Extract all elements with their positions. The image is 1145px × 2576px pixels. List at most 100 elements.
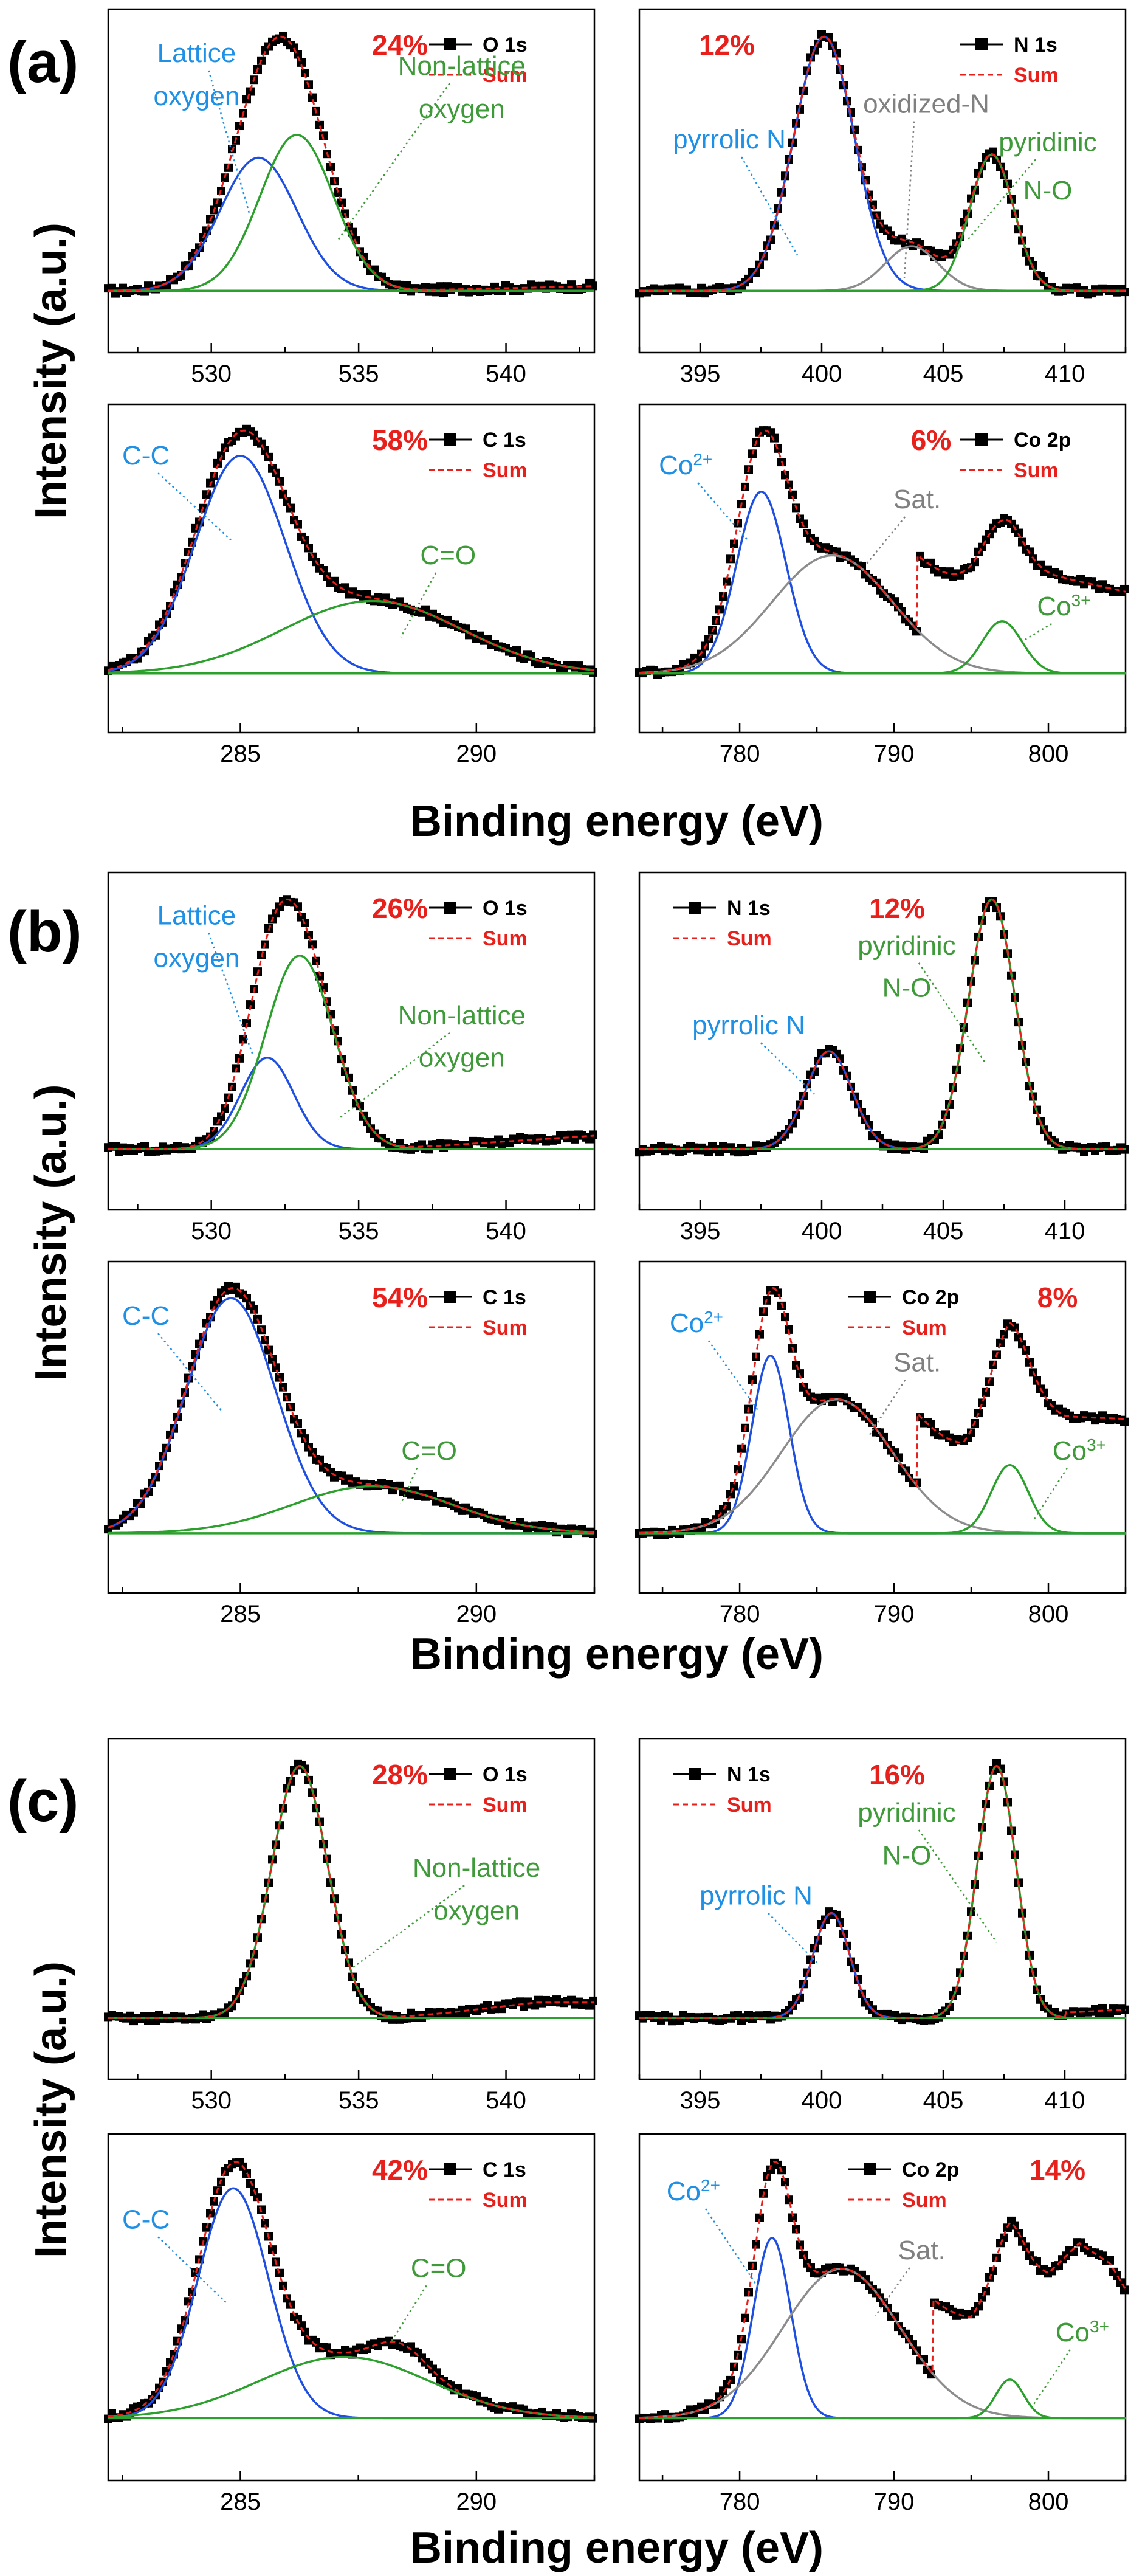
annotation-label: oxygen [433, 1896, 520, 1926]
percent-label: 26% [372, 893, 428, 924]
annotation-label: C=O [401, 1436, 457, 1466]
x-axis-title: Binding energy (eV) [410, 2524, 824, 2572]
annotation-label: pyridinic [999, 127, 1096, 157]
x-tick-label: 540 [486, 2087, 526, 2114]
annotation-label: Co3+ [1056, 2316, 1109, 2347]
x-tick-label: 790 [874, 1601, 915, 1628]
data-point [1120, 288, 1129, 297]
plot-frame [107, 2133, 596, 2482]
x-axis-title: Binding energy (eV) [410, 1630, 824, 1679]
annotation-label: Sat. [893, 1348, 941, 1378]
annotation-label: oxygen [419, 94, 505, 124]
sum-curve [108, 1287, 595, 1533]
annotation-label: N-O [882, 1840, 932, 1870]
annotation-superscript: 2+ [704, 1308, 723, 1327]
x-tick-label: 400 [802, 1218, 842, 1245]
annotation-leader [400, 1468, 418, 1505]
annotation-label: pyrrolic N [692, 1010, 805, 1040]
legend-data-marker [444, 1768, 456, 1780]
panel-letter-a: (a) [7, 30, 78, 95]
data-point [294, 2315, 302, 2324]
annotation-label: pyridinic [858, 931, 955, 961]
data-point [723, 577, 731, 586]
legend-data-marker [689, 902, 701, 914]
y-axis-title: Intensity (a.u.) [27, 1084, 75, 1381]
data-point [978, 542, 986, 551]
data-point [1033, 2257, 1041, 2266]
annotation-leader [157, 2236, 227, 2304]
x-tick-label: 530 [191, 2087, 232, 2114]
data-point [770, 433, 779, 443]
legend-data-label: Co 2p [902, 2158, 959, 2181]
legend-sum-label: Sum [483, 1316, 528, 1339]
data-point [334, 188, 342, 198]
chart-b-1-1: 780 790 800 8% Co 2p Sum Co2+ Sat. Co3+ [635, 1260, 1129, 1628]
data-point [982, 1387, 990, 1397]
data-point [308, 940, 317, 949]
annotation-leader [903, 121, 915, 278]
annotation-leader [868, 1380, 906, 1436]
data-point [912, 627, 921, 636]
plot-frame [107, 403, 596, 734]
legend-data-label: C 1s [483, 1286, 526, 1309]
y-axis-title: Intensity (a.u.) [27, 1961, 75, 2258]
chart-a-1-1: 780 790 800 6% Co 2p Sum Co2+ Sat. Co3+ [635, 403, 1129, 767]
y-axis-title: Intensity (a.u.) [27, 223, 75, 519]
annotation-label: pyrrolic N [700, 1881, 813, 1911]
data-point [1014, 528, 1023, 537]
percent-label: 8% [1037, 1282, 1078, 1313]
x-tick-label: 780 [720, 741, 760, 767]
data-point [868, 200, 877, 209]
sum-curve [639, 1765, 1126, 2019]
data-point [253, 2193, 262, 2202]
data-point [290, 43, 298, 52]
annotation-leader [967, 159, 1036, 241]
panel-letter-c: (c) [7, 1769, 78, 1834]
annotation-label: Non-lattice [413, 1853, 540, 1883]
chart-c-1-0: 285 290 42% C 1s Sum C-C C=O [104, 2133, 597, 2515]
data-point [755, 2213, 764, 2222]
legend-sum-label: Sum [483, 2189, 528, 2212]
data-point [978, 1398, 986, 1407]
data-point [304, 931, 313, 940]
plot-frame [107, 871, 596, 1211]
data-point [982, 2287, 990, 2296]
data-point [1022, 2242, 1030, 2251]
data-point [755, 1330, 764, 1339]
percent-label: 24% [372, 29, 428, 61]
legend-sum-label: Sum [1014, 64, 1059, 87]
data-point [315, 1455, 324, 1465]
x-tick-label: 285 [220, 2488, 261, 2515]
legend-sum-label: Sum [483, 927, 528, 950]
x-tick-label: 540 [486, 361, 526, 387]
annotation-leader [390, 2285, 427, 2342]
data-point [788, 2213, 797, 2222]
annotation-leader [704, 2208, 761, 2291]
chart-b-0-1: 395 400 405 410 12% N 1s Sum pyrrolic N pyridini… [635, 871, 1129, 1245]
percent-label: 54% [372, 1282, 428, 1313]
figure-labels: (a) Binding energy (eV) Intensity (a.u.) (b… [7, 30, 824, 2572]
annotation-leader [337, 1032, 450, 1120]
x-tick-label: 395 [680, 1218, 721, 1245]
chart-c-0-1: 395 400 405 410 16% N 1s Sum pyrrolic N pyridini… [635, 1738, 1129, 2114]
percent-label: 14% [1030, 2154, 1085, 2186]
sum-curve [108, 35, 594, 292]
x-tick-label: 290 [456, 741, 497, 767]
x-tick-label: 395 [680, 361, 721, 387]
percent-label: 16% [869, 1759, 925, 1790]
annotation-label: Sat. [898, 2236, 946, 2265]
x-tick-label: 410 [1045, 2087, 1085, 2114]
data-point [272, 1363, 280, 1372]
data-point [1120, 2005, 1129, 2014]
annotation-label: oxygen [154, 943, 240, 973]
annotation-label: C-C [122, 441, 170, 471]
data-point [1120, 2285, 1129, 2295]
data-point [264, 1345, 273, 1355]
data-point [312, 956, 320, 965]
chart-b-0-0: 530 535 540 26% O 1s Sum Lattice oxygen Non-latt… [104, 871, 597, 1245]
annotation-label: Lattice [157, 900, 236, 930]
annotation-label: Lattice [157, 38, 236, 68]
annotation-label: Co2+ [659, 450, 712, 481]
x-tick-label: 800 [1028, 2488, 1069, 2515]
data-point [825, 33, 833, 42]
